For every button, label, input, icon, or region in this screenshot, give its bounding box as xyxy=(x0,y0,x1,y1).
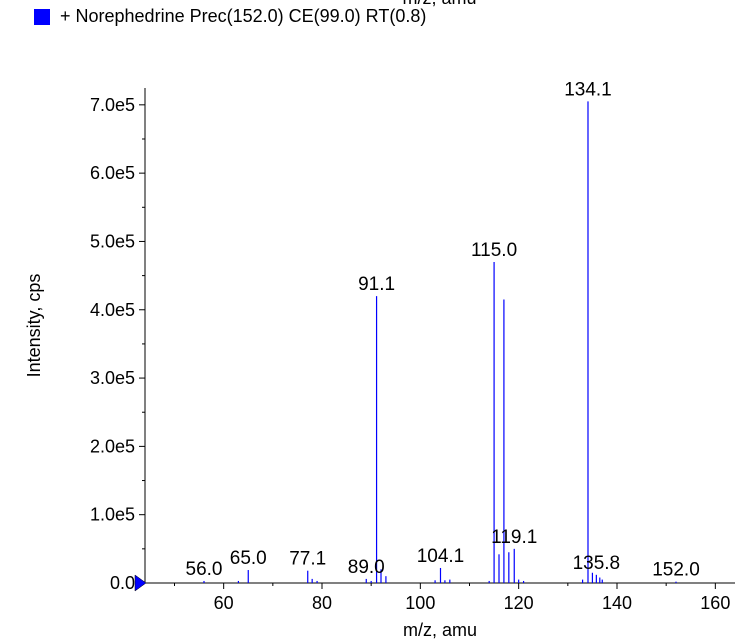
y-tick-label: 7.0e5 xyxy=(90,95,135,115)
baseline-marker xyxy=(134,574,147,592)
y-tick-label: 6.0e5 xyxy=(90,163,135,183)
x-axis-title: m/z, amu xyxy=(403,620,477,640)
peak-label: 56.0 xyxy=(186,559,223,580)
y-tick-label: 2.0e5 xyxy=(90,436,135,456)
legend-label: + Norephedrine Prec(152.0) CE(99.0) RT(0… xyxy=(60,6,427,26)
y-tick-label: 4.0e5 xyxy=(90,300,135,320)
peak-label: 152.0 xyxy=(652,560,700,581)
axes: 0.0 1.0e5 2.0e5 3.0e5 4.0e5 5.0e5 6.0e5 7.0e5 60… xyxy=(90,88,735,613)
peak-label: 119.1 xyxy=(491,527,537,548)
x-tick-label: 100 xyxy=(405,593,435,613)
peak-label: 91.1 xyxy=(358,274,395,295)
peak-label: 65.0 xyxy=(230,548,267,569)
peaks xyxy=(203,101,677,583)
peak-label: 89.0 xyxy=(348,557,385,578)
legend-swatch xyxy=(34,8,50,25)
y-tick-label: 5.0e5 xyxy=(90,231,135,251)
x-tick-label: 160 xyxy=(700,593,730,613)
y-tick-label: 1.0e5 xyxy=(90,505,135,525)
peak-label: 134.1 xyxy=(564,79,612,100)
y-tick-label: 3.0e5 xyxy=(90,368,135,388)
x-tick-label: 140 xyxy=(602,593,632,613)
peak-labels: 56.0 65.0 77.1 89.0 91.1 104.1 115.0 119.1 134.1… xyxy=(186,79,700,580)
peak-label: 115.0 xyxy=(471,240,517,261)
x-tick-label: 60 xyxy=(214,593,234,613)
top-axis-title-cut: m/z, amu xyxy=(0,0,749,9)
y-tick-label: 0.0 xyxy=(110,573,135,593)
peak-label: 104.1 xyxy=(417,546,465,567)
peak-label: 77.1 xyxy=(289,549,326,570)
peak-label: 135.8 xyxy=(573,553,621,574)
x-tick-label: 80 xyxy=(312,593,332,613)
y-axis-title: Intensity, cps xyxy=(24,274,44,378)
legend: + Norephedrine Prec(152.0) CE(99.0) RT(0… xyxy=(34,6,426,27)
x-tick-label: 120 xyxy=(504,593,534,613)
